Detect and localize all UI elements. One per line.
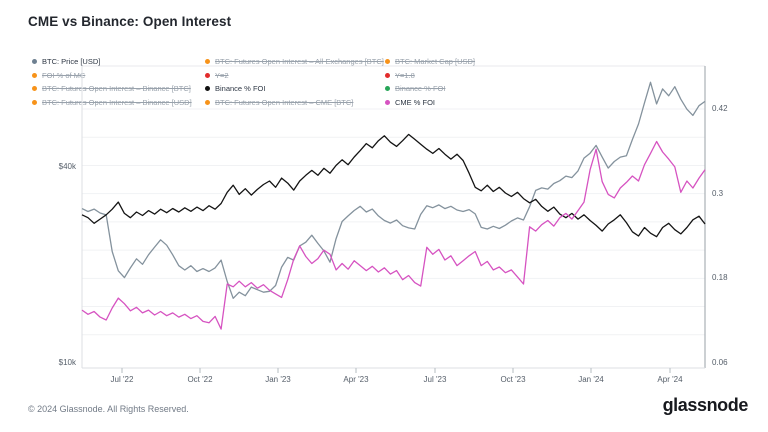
legend-item[interactable]: BTC: Futures Open Interest – Binance [US… xyxy=(32,96,192,110)
x-axis-tick-label: Jan '24 xyxy=(578,375,604,384)
series-dot-icon xyxy=(205,72,210,78)
right-axis-tick-label: 0.42 xyxy=(712,104,728,113)
legend-item[interactable]: Y=1.8 xyxy=(385,69,475,83)
x-axis-tick-label: Apr '24 xyxy=(657,375,683,384)
series-dot-icon xyxy=(385,86,390,92)
glassnode-logo: glassnode xyxy=(662,395,749,415)
legend-item-label: BTC: Futures Open Interest – Binance [BT… xyxy=(42,84,191,94)
series-dot-icon xyxy=(385,59,390,65)
legend-item[interactable]: Binance % FOI xyxy=(205,82,384,96)
left-axis-tick-label: $10k xyxy=(58,358,76,367)
x-axis-tick-label: Oct '23 xyxy=(500,375,526,384)
series-dot-icon xyxy=(32,99,37,105)
series-dot-icon xyxy=(32,86,37,92)
legend-item-label: FOI % of MC xyxy=(42,70,86,80)
right-axis-tick-label: 0.06 xyxy=(712,358,728,367)
legend-item[interactable]: BTC: Price [USD] xyxy=(32,55,192,69)
legend-column-1: BTC: Price [USD] FOI % of MC BTC: Futures … xyxy=(32,55,192,109)
x-axis-tick-label: Jul '23 xyxy=(423,375,447,384)
left-axis-tick-label: $40k xyxy=(58,162,76,171)
legend-item-label: Binance % FOI xyxy=(395,84,446,94)
series-line-btc-price-usd- xyxy=(81,81,706,299)
legend-item[interactable]: Y=2 xyxy=(205,69,384,83)
legend-item[interactable]: BTC: Futures Open Interest – CME [BTC] xyxy=(205,96,384,110)
series-dot-icon xyxy=(32,59,37,65)
series-dot-icon xyxy=(205,99,210,105)
copyright-text: © 2024 Glassnode. All Rights Reserved. xyxy=(28,404,189,414)
legend-item[interactable]: BTC: Futures Open Interest – Binance [BT… xyxy=(32,82,192,96)
legend-item-label: BTC: Market Cap [USD] xyxy=(395,57,476,67)
x-axis-tick-label: Jul '22 xyxy=(110,375,134,384)
right-axis-tick-label: 0.3 xyxy=(712,188,724,198)
legend-item[interactable]: CME % FOI xyxy=(385,96,475,110)
series-dot-icon xyxy=(385,99,390,105)
legend-column-3: BTC: Market Cap [USD] Y=1.8 Binance % FOI C… xyxy=(385,55,475,109)
legend-item-label: Y=1.8 xyxy=(395,70,415,80)
right-axis-tick-label: 0.18 xyxy=(712,273,728,283)
legend-item-label: BTC: Futures Open Interest – All Exchang… xyxy=(215,57,384,67)
x-axis-tick-label: Jan '23 xyxy=(265,375,291,384)
legend-item-label: BTC: Futures Open Interest – CME [BTC] xyxy=(215,97,354,107)
legend-item[interactable]: FOI % of MC xyxy=(32,69,192,83)
legend-column-2: BTC: Futures Open Interest – All Exchang… xyxy=(205,55,384,109)
page-title: CME vs Binance: Open Interest xyxy=(28,14,232,29)
legend-item[interactable]: BTC: Market Cap [USD] xyxy=(385,55,475,69)
legend-item[interactable]: BTC: Futures Open Interest – All Exchang… xyxy=(205,55,384,69)
legend-item-label: CME % FOI xyxy=(395,97,436,107)
x-axis-tick-label: Oct '22 xyxy=(187,375,213,384)
legend-item[interactable]: Binance % FOI xyxy=(385,82,475,96)
series-dot-icon xyxy=(205,86,210,92)
x-axis-tick-label: Apr '23 xyxy=(343,375,369,384)
series-dot-icon xyxy=(205,59,210,65)
legend-item-label: BTC: Price [USD] xyxy=(42,57,101,67)
series-line-binance-foi xyxy=(81,133,706,238)
series-line-cme-foi xyxy=(81,140,706,330)
legend-item-label: BTC: Futures Open Interest – Binance [US… xyxy=(42,97,192,107)
legend-item-label: Y=2 xyxy=(215,70,229,80)
legend-item-label: Binance % FOI xyxy=(215,84,266,94)
series-dot-icon xyxy=(32,72,37,78)
series-dot-icon xyxy=(385,72,390,78)
